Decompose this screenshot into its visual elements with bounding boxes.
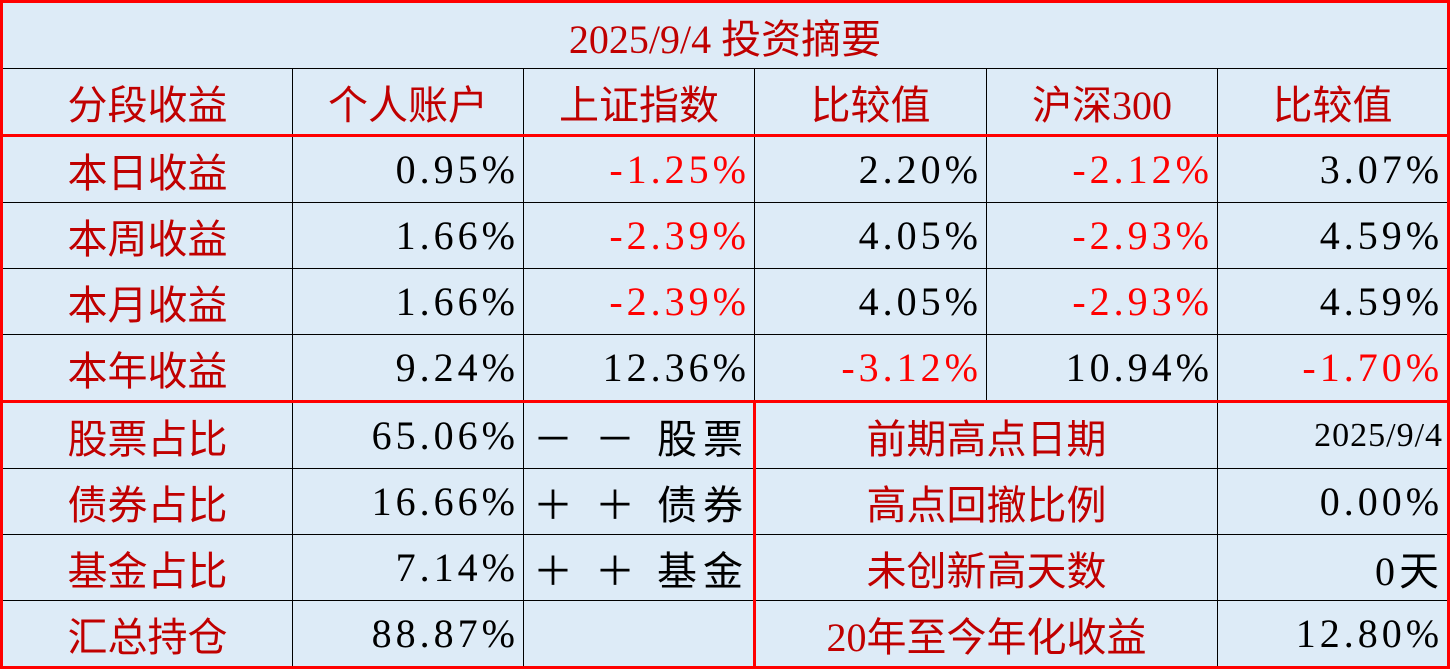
allocation-row: 股票占比 65.06% － － 股票 前期高点日期 2025/9/4 [1, 400, 1450, 469]
allocation-row: 汇总持仓 88.87% 20年至今年化收益 12.80% [1, 600, 1450, 668]
compare-2-value: -1.70% [1216, 334, 1450, 402]
summary-title: 2025/9/4 投资摘要 [1, 1, 1449, 69]
hs300-return: -2.93% [986, 268, 1218, 335]
compare-1-value: -3.12% [754, 334, 987, 402]
hs300-return: -2.93% [986, 202, 1218, 269]
header-compare-2: 比较值 [1216, 68, 1450, 137]
compare-2-value: 3.07% [1216, 135, 1450, 203]
metric-value: 0天 [1216, 534, 1450, 601]
period-label: 本周收益 [1, 202, 293, 269]
allocation-row: 债券占比 16.66% ＋ ＋ 债券 高点回撤比例 0.00% [1, 468, 1450, 535]
hs300-return: -2.12% [986, 135, 1218, 203]
hs300-return: 10.94% [986, 334, 1218, 402]
metric-label: 20年至今年化收益 [754, 600, 1218, 668]
shanghai-return: -2.39% [523, 268, 755, 335]
compare-1-value: 2.20% [754, 135, 987, 203]
period-label: 本日收益 [1, 135, 293, 203]
return-row: 本月收益 1.66% -2.39% 4.05% -2.93% 4.59% [1, 268, 1450, 335]
metric-value: 0.00% [1216, 468, 1450, 535]
allocation-label: 股票占比 [1, 400, 293, 469]
metric-label: 高点回撤比例 [754, 468, 1218, 535]
shanghai-return: 12.36% [523, 334, 755, 402]
header-period: 分段收益 [1, 68, 293, 137]
metric-label: 前期高点日期 [754, 400, 1218, 469]
allocation-value: 7.14% [292, 534, 524, 601]
allocation-label: 基金占比 [1, 534, 293, 601]
header-personal: 个人账户 [292, 68, 524, 137]
allocation-row: 基金占比 7.14% ＋ ＋ 基金 未创新高天数 0天 [1, 534, 1450, 601]
allocation-value: 16.66% [292, 468, 524, 535]
period-label: 本月收益 [1, 268, 293, 335]
metric-label: 未创新高天数 [754, 534, 1218, 601]
return-row: 本日收益 0.95% -1.25% 2.20% -2.12% 3.07% [1, 135, 1450, 203]
personal-return: 1.66% [292, 202, 524, 269]
allocation-label: 债券占比 [1, 468, 293, 535]
return-row: 本年收益 9.24% 12.36% -3.12% 10.94% -1.70% [1, 334, 1450, 402]
allocation-change [523, 600, 756, 668]
return-row: 本周收益 1.66% -2.39% 4.05% -2.93% 4.59% [1, 202, 1450, 269]
personal-return: 9.24% [292, 334, 524, 402]
header-hs300: 沪深300 [986, 68, 1218, 137]
allocation-change: ＋ ＋ 债券 [523, 468, 756, 535]
compare-2-value: 4.59% [1216, 202, 1450, 269]
shanghai-return: -1.25% [523, 135, 755, 203]
personal-return: 1.66% [292, 268, 524, 335]
allocation-value: 65.06% [292, 400, 524, 469]
allocation-change: － － 股票 [523, 400, 756, 469]
compare-2-value: 4.59% [1216, 268, 1450, 335]
header-compare-1: 比较值 [754, 68, 987, 137]
shanghai-return: -2.39% [523, 202, 755, 269]
metric-value: 2025/9/4 [1216, 400, 1450, 469]
header-shanghai: 上证指数 [523, 68, 755, 137]
compare-1-value: 4.05% [754, 268, 987, 335]
allocation-label: 汇总持仓 [1, 600, 293, 668]
compare-1-value: 4.05% [754, 202, 987, 269]
metric-value: 12.80% [1216, 600, 1450, 668]
personal-return: 0.95% [292, 135, 524, 203]
period-label: 本年收益 [1, 334, 293, 402]
allocation-value: 88.87% [292, 600, 524, 668]
allocation-change: ＋ ＋ 基金 [523, 534, 756, 601]
